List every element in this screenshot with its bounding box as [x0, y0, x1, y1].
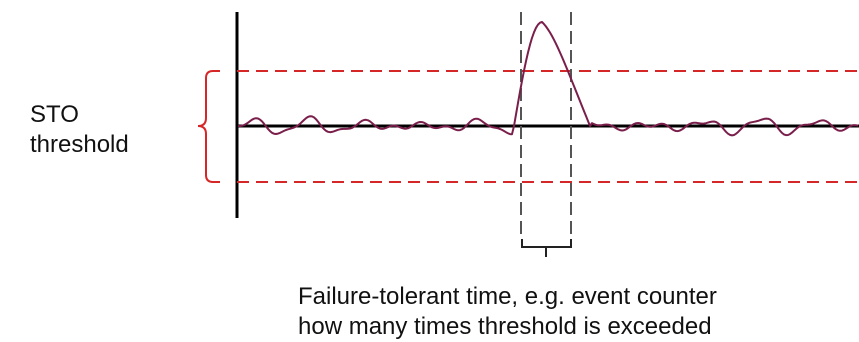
- caption-line2: how many times threshold is exceeded: [298, 313, 712, 340]
- time-bracket: [521, 239, 572, 257]
- failure-time-caption: Failure-tolerant time, e.g. event counte…: [298, 282, 717, 342]
- caption-line1: Failure-tolerant time, e.g. event counte…: [298, 283, 717, 310]
- sto-label-line1: STO: [30, 101, 79, 128]
- threshold-brace: [197, 70, 220, 183]
- sto-label-line2: threshold: [30, 131, 129, 158]
- sto-threshold-label: STO threshold: [30, 100, 129, 160]
- signal-waveform: [238, 21, 859, 137]
